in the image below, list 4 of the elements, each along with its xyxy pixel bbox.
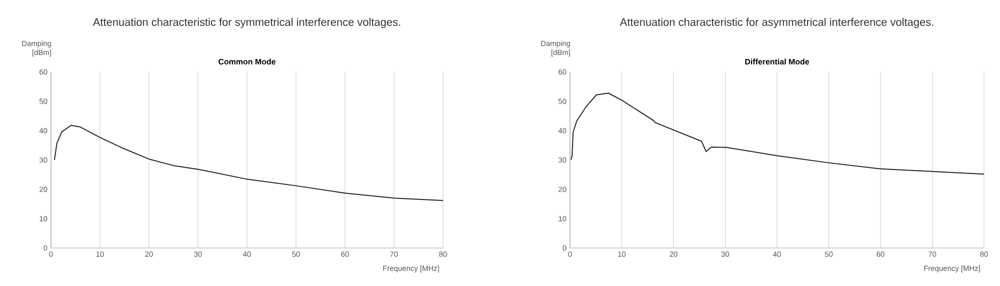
line-series [54,124,444,201]
line-series [570,92,984,175]
chart-title: Attenuation characteristic for symmetrical interference voltages. [92,18,400,28]
chart-title: Attenuation characteristic for asymmetrical interference voltages. [620,18,934,28]
